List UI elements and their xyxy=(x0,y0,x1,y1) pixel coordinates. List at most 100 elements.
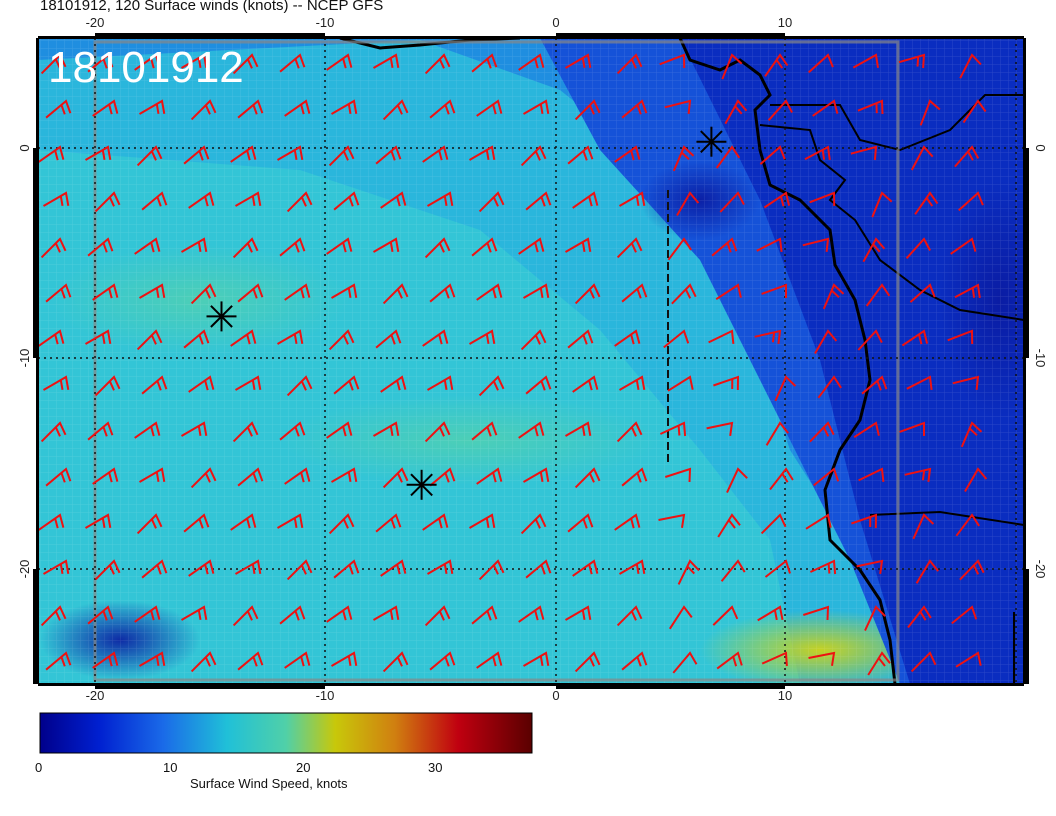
wind-barb xyxy=(190,283,217,305)
wind-barb xyxy=(40,237,67,259)
wind-barb xyxy=(964,467,988,493)
colorbar-label: Surface Wind Speed, knots xyxy=(190,776,348,791)
wind-barb xyxy=(471,605,498,625)
wind-barb xyxy=(38,145,65,163)
x-tick-top-2: -10 xyxy=(316,15,335,30)
wind-barb xyxy=(429,99,456,119)
wind-barb xyxy=(574,467,601,489)
storm-marker xyxy=(406,469,437,500)
y-tick-right-3: -20 xyxy=(1033,560,1048,579)
storm-marker xyxy=(696,126,727,157)
wind-barb xyxy=(914,191,939,215)
wind-barb xyxy=(330,651,358,667)
wind-barb xyxy=(380,191,407,209)
wind-barb xyxy=(286,191,313,213)
x-tick-bottom-1: -20 xyxy=(86,688,105,703)
wind-barb xyxy=(720,559,746,582)
wind-barb xyxy=(42,559,70,575)
x-tick-top-3: 0 xyxy=(552,15,559,30)
wind-barb xyxy=(136,329,163,351)
wind-barb xyxy=(520,329,547,351)
wind-barb xyxy=(40,605,67,627)
wind-barb xyxy=(92,99,119,117)
wind-barb xyxy=(230,513,257,531)
wind-barb xyxy=(284,467,311,485)
wind-barb xyxy=(380,375,407,393)
wind-barb xyxy=(711,237,738,257)
wind-barb xyxy=(715,283,742,301)
wind-barb xyxy=(522,651,550,667)
wind-barb xyxy=(372,421,400,437)
wind-barb xyxy=(328,145,355,167)
wind-barb xyxy=(955,651,982,668)
wind-barb xyxy=(237,651,264,671)
wind-barb xyxy=(424,237,451,259)
wind-barb xyxy=(87,421,114,441)
wind-barb xyxy=(230,329,257,347)
wind-barb xyxy=(676,191,700,217)
wind-barb xyxy=(141,375,168,395)
wind-barb xyxy=(764,559,791,578)
x-tick-top-1: -20 xyxy=(86,15,105,30)
wind-barb xyxy=(663,329,690,349)
wind-barb xyxy=(84,513,112,529)
wind-barb xyxy=(567,145,594,165)
wind-barb xyxy=(802,605,830,621)
wind-barb xyxy=(960,421,983,448)
wind-barb xyxy=(906,375,933,391)
wind-barb xyxy=(476,99,503,117)
wind-barb xyxy=(141,559,168,579)
wind-barb xyxy=(907,605,932,629)
wind-barb xyxy=(760,513,787,535)
wind-barb xyxy=(757,605,784,622)
wind-barb xyxy=(899,421,925,436)
wind-barb xyxy=(138,651,166,667)
wind-barb xyxy=(471,53,498,73)
wind-barb xyxy=(814,329,838,355)
wind-barb xyxy=(572,375,599,393)
wind-barb xyxy=(616,421,643,443)
wind-barb xyxy=(621,283,648,303)
wind-barb xyxy=(904,467,932,483)
wind-barb xyxy=(761,283,787,298)
wind-barb xyxy=(817,375,842,399)
wind-barb xyxy=(279,237,306,257)
wind-barb xyxy=(426,559,454,575)
wind-barb xyxy=(871,191,893,218)
wind-barb xyxy=(809,559,837,575)
wind-barb xyxy=(724,99,748,125)
wind-barb xyxy=(180,237,208,253)
wind-barb xyxy=(564,237,592,253)
wind-barb xyxy=(950,237,977,255)
wind-barb xyxy=(87,53,114,73)
wind-barb xyxy=(564,53,592,69)
wind-barb xyxy=(134,605,161,623)
wind-barb xyxy=(94,191,121,213)
wind-barb xyxy=(138,283,166,299)
storm-marker xyxy=(206,301,237,332)
wind-barb xyxy=(958,191,984,212)
wind-barb xyxy=(901,329,929,347)
wind-barb xyxy=(426,375,454,391)
wind-barb xyxy=(912,513,935,540)
wind-barb xyxy=(717,513,741,538)
wind-barb xyxy=(183,329,210,349)
wind-barb xyxy=(468,329,496,345)
wind-barb xyxy=(84,329,112,345)
wind-barb xyxy=(476,651,503,669)
wind-barb xyxy=(92,283,119,301)
wind-barb xyxy=(915,559,939,584)
wind-barb xyxy=(802,237,830,253)
wind-barb xyxy=(190,99,217,121)
y-tick-left-3: -20 xyxy=(17,560,32,579)
wind-barb xyxy=(84,145,112,161)
x-tick-bottom-4: 10 xyxy=(778,688,792,703)
colorbar-tick-0: 0 xyxy=(35,760,43,775)
colorbar-tick-30: 30 xyxy=(428,760,443,775)
wind-barb xyxy=(525,375,552,395)
wind-barb xyxy=(614,145,641,163)
wind-barb xyxy=(422,145,449,163)
wind-barb xyxy=(424,421,451,443)
wind-barb xyxy=(284,99,311,117)
